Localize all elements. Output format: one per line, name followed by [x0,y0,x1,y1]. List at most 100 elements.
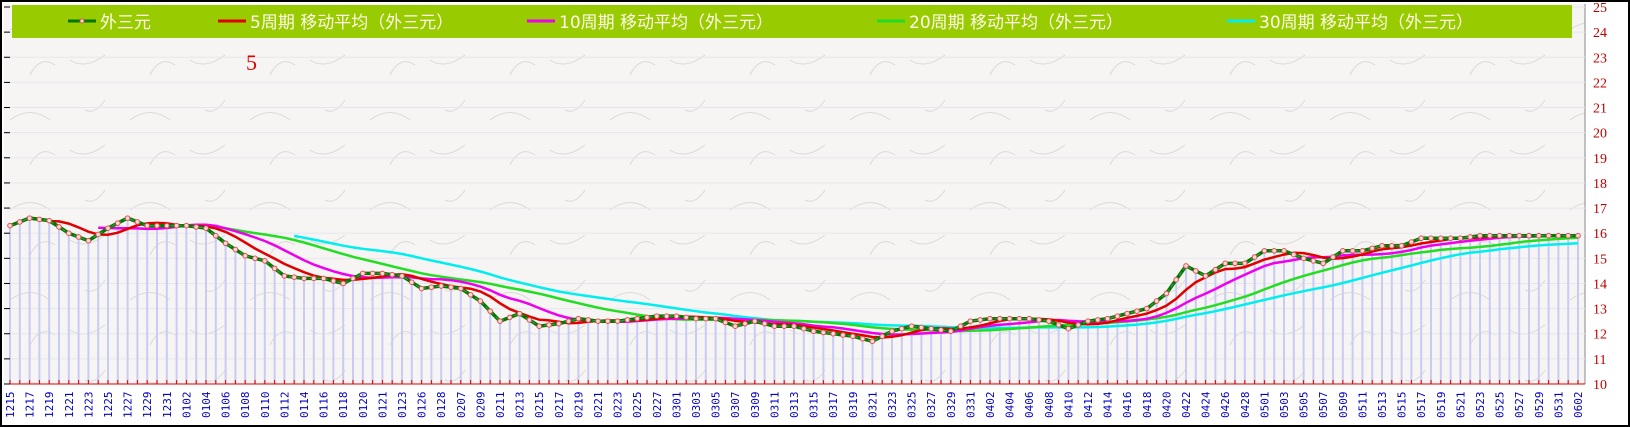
data-point [1369,245,1375,252]
data-point [791,323,797,329]
data-point [644,314,650,321]
data-point [1545,232,1552,239]
data-point [301,275,307,282]
data-point [399,273,405,279]
x-tick-label: 0217 [553,392,566,419]
y-tick-label: 12 [1593,328,1607,343]
data-point [1428,235,1434,242]
data-point [291,274,298,280]
y-tick-label: 21 [1593,102,1607,117]
data-point [360,270,366,277]
x-tick-label: 0509 [1337,392,1350,419]
x-tick-label: 1215 [4,392,17,419]
y-tick-label: 19 [1593,152,1607,167]
x-tick-label: 1225 [102,392,115,419]
data-point [154,222,160,229]
data-point [193,224,199,230]
data-point [1193,268,1199,274]
x-tick-label: 0507 [1317,392,1330,419]
data-point [507,314,513,321]
data-point [232,246,239,253]
x-tick-label: 0120 [357,392,370,419]
x-tick-label: 1221 [63,392,76,419]
y-tick-label: 23 [1593,51,1607,66]
x-tick-label: 0303 [690,392,703,419]
x-tick-label: 0223 [612,392,625,419]
x-tick-label: 0315 [808,392,821,419]
x-tick-label: 0121 [376,392,389,419]
data-point [242,253,248,259]
x-tick-label: 1227 [122,392,135,419]
data-point [781,323,788,329]
x-tick-label: 1219 [43,392,56,419]
data-point [1134,308,1140,314]
data-point [693,315,699,322]
data-point [281,273,288,279]
x-tick-label: 0519 [1435,392,1448,419]
data-point [1359,247,1366,254]
x-tick-label: 1217 [24,392,37,419]
data-point [1085,318,1091,324]
x-tick-label: 0402 [984,392,997,419]
data-point [967,318,974,324]
legend-label: 20周期 移动平均（外三元） [909,13,1123,33]
x-tick-label: 0215 [533,392,546,419]
data-point [761,320,768,327]
data-point [957,323,964,329]
annotation-label: 5 [246,50,257,75]
x-tick-label: 0602 [1572,392,1585,419]
data-point [1055,322,1062,328]
data-point [320,275,327,282]
data-point [526,317,533,323]
x-tick-label: 0517 [1415,392,1428,419]
data-point [1300,255,1307,262]
data-point [418,285,425,292]
data-point [1575,232,1581,239]
x-tick-label: 0211 [494,392,507,419]
data-point [614,318,621,324]
legend: 外三元 5周期 移动平均（外三元） 10周期 移动平均（外三元） 20周期 移动平均（… [68,13,1473,33]
data-point [624,317,631,323]
data-point [26,215,33,221]
data-point [634,315,641,322]
data-point [820,329,827,336]
y-tick-label: 22 [1593,76,1607,91]
x-tick-label: 0525 [1494,392,1507,419]
data-point [17,219,23,225]
x-tick-label: 0426 [1219,392,1232,419]
x-tick-label: 0209 [474,392,487,419]
data-point [1310,258,1317,264]
x-tick-label: 0513 [1376,392,1389,419]
data-point [1173,276,1179,283]
data-point [850,333,856,340]
data-point [1114,313,1121,319]
data-point [1565,232,1571,239]
data-point [95,231,101,238]
data-point [487,308,494,314]
data-point [252,255,258,262]
data-point [389,271,396,278]
data-point [1379,242,1385,249]
data-point [46,217,53,224]
data-point [605,318,611,324]
y-tick-label: 17 [1593,202,1607,217]
data-point [1457,235,1464,242]
data-point [183,222,190,229]
data-point [556,320,562,327]
data-point [124,215,131,221]
data-point [1153,298,1160,304]
data-point [1438,235,1444,242]
data-point [350,275,356,282]
data-point [830,330,837,337]
y-tick-label: 14 [1593,277,1607,292]
data-point [330,278,337,284]
x-tick-label: 0313 [788,392,801,419]
data-point [1536,232,1542,239]
y-tick-label: 13 [1593,303,1607,318]
data-point [173,222,180,229]
x-tick-label: 0225 [631,392,644,419]
x-tick-label: 0110 [259,392,272,419]
x-tick-label: 0118 [337,392,350,419]
data-point [213,232,219,239]
data-point [997,315,1003,322]
